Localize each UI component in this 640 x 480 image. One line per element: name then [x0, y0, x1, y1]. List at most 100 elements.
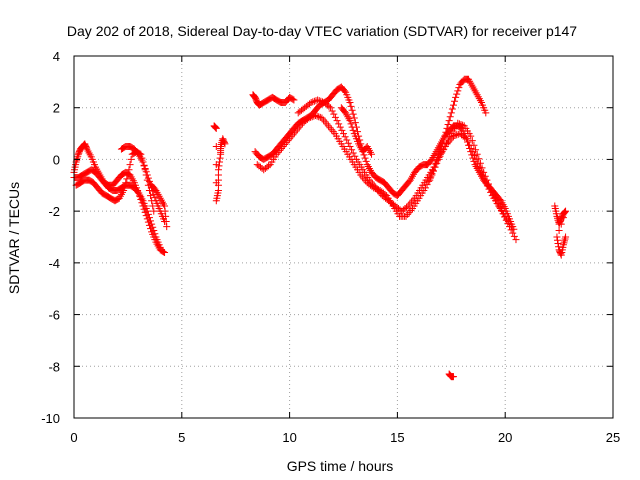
- data-point: [289, 95, 297, 103]
- data-point: [445, 117, 453, 125]
- data-point: [455, 120, 463, 128]
- data-point: [479, 171, 487, 179]
- data-point: [470, 152, 478, 160]
- data-point: [323, 120, 331, 128]
- data-point: [214, 166, 222, 174]
- data-point: [348, 146, 356, 154]
- data-point: [151, 194, 159, 202]
- x-tick-label: 0: [70, 430, 77, 445]
- data-point: [469, 148, 477, 156]
- data-point: [309, 98, 317, 106]
- data-point: [211, 122, 219, 130]
- data-point: [554, 239, 562, 247]
- data-point: [341, 87, 349, 95]
- data-point: [559, 214, 567, 222]
- series-arc10: [294, 96, 516, 231]
- data-point: [221, 140, 229, 148]
- data-point: [431, 160, 439, 168]
- data-point: [361, 154, 369, 162]
- data-point: [125, 166, 133, 174]
- data-point: [151, 230, 159, 238]
- data-point: [347, 120, 355, 128]
- data-point: [449, 132, 457, 140]
- data-point: [440, 136, 448, 144]
- data-point: [447, 109, 455, 117]
- data-point: [139, 158, 147, 166]
- data-point: [265, 162, 273, 170]
- x-tick-label: 20: [498, 430, 512, 445]
- series-arc11: [337, 104, 376, 158]
- data-point: [466, 141, 474, 149]
- data-point: [455, 84, 463, 92]
- data-point: [310, 97, 318, 105]
- data-point: [216, 158, 224, 166]
- data-point: [149, 223, 157, 231]
- data-point: [468, 137, 476, 145]
- data-point: [441, 132, 449, 140]
- data-point: [512, 236, 520, 244]
- axis-ticks: [73, 55, 614, 419]
- data-point: [290, 96, 298, 104]
- plot-frame: [73, 55, 614, 419]
- series-arc7: [249, 91, 298, 109]
- data-point: [315, 113, 323, 121]
- data-point: [482, 179, 490, 187]
- grid-lines: [74, 56, 613, 418]
- data-point: [211, 123, 219, 131]
- data-point: [467, 132, 475, 140]
- data-point: [328, 107, 336, 115]
- x-tick-label: 15: [390, 430, 404, 445]
- data-point: [348, 106, 356, 114]
- data-point: [560, 237, 568, 245]
- data-point: [432, 157, 440, 165]
- data-point: [327, 104, 335, 112]
- y-axis-label: SDTVAR / TECUs: [6, 182, 22, 294]
- data-point: [483, 182, 491, 190]
- data-point: [321, 118, 329, 126]
- data-point: [453, 90, 461, 98]
- data-point: [329, 128, 337, 136]
- data-point: [459, 121, 467, 129]
- data-point: [315, 97, 323, 105]
- data-point: [333, 117, 341, 125]
- data-point: [143, 171, 151, 179]
- data-point: [557, 250, 565, 258]
- series-arc13: [445, 370, 457, 381]
- data-point: [467, 144, 475, 152]
- data-point: [433, 153, 441, 161]
- y-tick-label: 0: [53, 152, 60, 167]
- data-point: [324, 122, 332, 130]
- data-point: [161, 207, 169, 215]
- data-point: [427, 173, 435, 181]
- data-point: [330, 110, 338, 118]
- data-point: [562, 233, 570, 241]
- data-point: [145, 214, 153, 222]
- data-point: [362, 157, 370, 165]
- data-point: [325, 102, 333, 110]
- data-point: [343, 136, 351, 144]
- data-point: [147, 192, 155, 200]
- data-point: [430, 163, 438, 171]
- data-point: [145, 177, 153, 185]
- data-point: [161, 202, 169, 210]
- data-point: [308, 113, 316, 121]
- x-axis-label: GPS time / hours: [287, 458, 394, 474]
- x-tick-label: 25: [606, 430, 620, 445]
- data-point: [126, 161, 134, 169]
- y-tick-labels: -10 -8 -6 -4 -2 0 2 4: [41, 49, 60, 426]
- data-point: [148, 220, 156, 228]
- data-point: [349, 110, 357, 118]
- data-point: [307, 113, 315, 121]
- data-point: [215, 162, 223, 170]
- data-point: [340, 130, 347, 138]
- y-tick-label: 2: [53, 101, 60, 116]
- data-point: [216, 154, 224, 162]
- data-point: [443, 124, 451, 132]
- data-point: [326, 124, 334, 132]
- data-point: [557, 220, 565, 228]
- data-point: [349, 126, 357, 134]
- data-point: [368, 150, 376, 158]
- data-point: [351, 152, 359, 160]
- data-point: [480, 175, 488, 183]
- data-point: [454, 119, 462, 127]
